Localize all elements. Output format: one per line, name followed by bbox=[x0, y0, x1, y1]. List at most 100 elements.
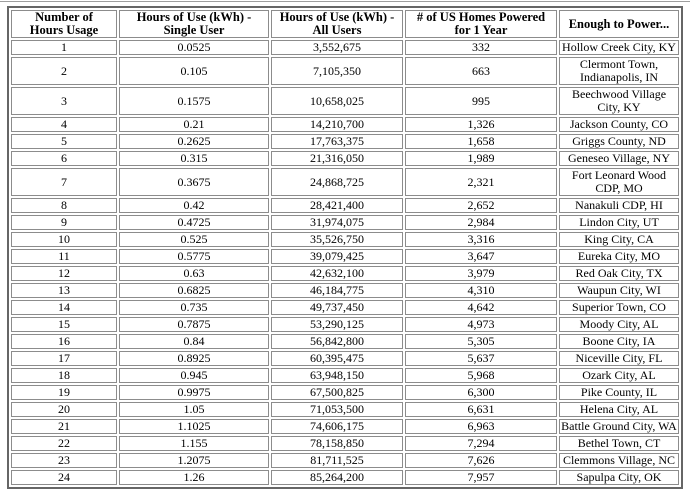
table-cell: 7,294 bbox=[405, 436, 557, 451]
table-row: 10 0.525 35,526,750 3,316 King City, CA bbox=[11, 232, 679, 247]
table-cell: Boone City, IA bbox=[559, 334, 679, 349]
table-cell: 0.21 bbox=[119, 117, 269, 132]
table-row: 9 0.4725 31,974,075 2,984 Lindon City, UT bbox=[11, 215, 679, 230]
table-cell: 1.155 bbox=[119, 436, 269, 451]
table-row: 1 0.0525 3,552,675 332 Hollow Creek City, KY bbox=[11, 40, 679, 55]
table-cell: Niceville City, FL bbox=[559, 351, 679, 366]
table-cell: Hollow Creek City, KY bbox=[559, 40, 679, 55]
table-cell: 332 bbox=[405, 40, 557, 55]
table-cell: 5,637 bbox=[405, 351, 557, 366]
table-cell: 1.1025 bbox=[119, 419, 269, 434]
table-cell: Clemmons Village, NC bbox=[559, 453, 679, 468]
table-cell: 995 bbox=[405, 87, 557, 115]
column-header: Hours of Use (kWh) - Single User bbox=[119, 10, 269, 38]
table-cell: 2 bbox=[11, 57, 117, 85]
table-cell: Fort Leonard Wood CDP, MO bbox=[559, 168, 679, 196]
table-cell: 21,316,050 bbox=[271, 151, 403, 166]
table-cell: 16 bbox=[11, 334, 117, 349]
table-cell: 4,642 bbox=[405, 300, 557, 315]
table-cell: 10,658,025 bbox=[271, 87, 403, 115]
table-cell: 56,842,800 bbox=[271, 334, 403, 349]
table-cell: 81,711,525 bbox=[271, 453, 403, 468]
table-cell: 85,264,200 bbox=[271, 470, 403, 485]
table-cell: Sapulpa City, OK bbox=[559, 470, 679, 485]
table-row: 2 0.105 7,105,350 663 Clermont Town, Indiana… bbox=[11, 57, 679, 85]
table-cell: Beechwood Village City, KY bbox=[559, 87, 679, 115]
table-cell: 3 bbox=[11, 87, 117, 115]
table-cell: 2,321 bbox=[405, 168, 557, 196]
table-cell: 1,989 bbox=[405, 151, 557, 166]
table-cell: King City, CA bbox=[559, 232, 679, 247]
table-row: 16 0.84 56,842,800 5,305 Boone City, IA bbox=[11, 334, 679, 349]
table-row: 7 0.3675 24,868,725 2,321 Fort Leonard Wood … bbox=[11, 168, 679, 196]
table-cell: Lindon City, UT bbox=[559, 215, 679, 230]
table-row: 12 0.63 42,632,100 3,979 Red Oak City, TX bbox=[11, 266, 679, 281]
table-cell: Waupun City, WI bbox=[559, 283, 679, 298]
table-cell: 21 bbox=[11, 419, 117, 434]
table-cell: 0.315 bbox=[119, 151, 269, 166]
table-cell: 17,763,375 bbox=[271, 134, 403, 149]
table-cell: Nanakuli CDP, HI bbox=[559, 198, 679, 213]
table-cell: 11 bbox=[11, 249, 117, 264]
table-cell: 2,652 bbox=[405, 198, 557, 213]
table-cell: 0.0525 bbox=[119, 40, 269, 55]
table-cell: 5,305 bbox=[405, 334, 557, 349]
table-row: 20 1.05 71,053,500 6,631 Helena City, AL bbox=[11, 402, 679, 417]
table-row: 17 0.8925 60,395,475 5,637 Niceville City, F… bbox=[11, 351, 679, 366]
table-cell: Superior Town, CO bbox=[559, 300, 679, 315]
table-cell: Geneseo Village, NY bbox=[559, 151, 679, 166]
table-cell: Ozark City, AL bbox=[559, 368, 679, 383]
table-cell: 24,868,725 bbox=[271, 168, 403, 196]
table-cell: 0.5775 bbox=[119, 249, 269, 264]
table-row: 6 0.315 21,316,050 1,989 Geneseo Village, NY bbox=[11, 151, 679, 166]
table-row: 23 1.2075 81,711,525 7,626 Clemmons Village,… bbox=[11, 453, 679, 468]
table-cell: Griggs County, ND bbox=[559, 134, 679, 149]
table-cell: 1,326 bbox=[405, 117, 557, 132]
table-row: 22 1.155 78,158,850 7,294 Bethel Town, CT bbox=[11, 436, 679, 451]
table-cell: 7,105,350 bbox=[271, 57, 403, 85]
table-cell: 0.42 bbox=[119, 198, 269, 213]
table-cell: Helena City, AL bbox=[559, 402, 679, 417]
table-cell: 4,310 bbox=[405, 283, 557, 298]
table-cell: 0.2625 bbox=[119, 134, 269, 149]
table-cell: 1.26 bbox=[119, 470, 269, 485]
table-cell: Clermont Town, Indianapolis, IN bbox=[559, 57, 679, 85]
table-cell: 7,957 bbox=[405, 470, 557, 485]
table-cell: 78,158,850 bbox=[271, 436, 403, 451]
column-header: Number of Hours Usage bbox=[11, 10, 117, 38]
table-cell: 1 bbox=[11, 40, 117, 55]
table-cell: 23 bbox=[11, 453, 117, 468]
table-cell: 9 bbox=[11, 215, 117, 230]
table-row: 15 0.7875 53,290,125 4,973 Moody City, AL bbox=[11, 317, 679, 332]
table-cell: 28,421,400 bbox=[271, 198, 403, 213]
table-row: 3 0.1575 10,658,025 995 Beechwood Village Ci… bbox=[11, 87, 679, 115]
table-cell: 18 bbox=[11, 368, 117, 383]
table-cell: 10 bbox=[11, 232, 117, 247]
table-cell: 13 bbox=[11, 283, 117, 298]
table-cell: 0.6825 bbox=[119, 283, 269, 298]
table-cell: 0.9975 bbox=[119, 385, 269, 400]
table-cell: 1.05 bbox=[119, 402, 269, 417]
table-cell: Jackson County, CO bbox=[559, 117, 679, 132]
table-row: 18 0.945 63,948,150 5,968 Ozark City, AL bbox=[11, 368, 679, 383]
table-cell: 0.735 bbox=[119, 300, 269, 315]
table-cell: 3,316 bbox=[405, 232, 557, 247]
table-cell: 0.8925 bbox=[119, 351, 269, 366]
table-cell: 20 bbox=[11, 402, 117, 417]
table-cell: 1.2075 bbox=[119, 453, 269, 468]
table-row: 4 0.21 14,210,700 1,326 Jackson County, CO bbox=[11, 117, 679, 132]
table-row: 5 0.2625 17,763,375 1,658 Griggs County, ND bbox=[11, 134, 679, 149]
table-cell: 663 bbox=[405, 57, 557, 85]
table-cell: 12 bbox=[11, 266, 117, 281]
table-cell: 3,647 bbox=[405, 249, 557, 264]
table-cell: 6 bbox=[11, 151, 117, 166]
table-cell: 7 bbox=[11, 168, 117, 196]
table-cell: Eureka City, MO bbox=[559, 249, 679, 264]
table-cell: 0.63 bbox=[119, 266, 269, 281]
table-cell: 14,210,700 bbox=[271, 117, 403, 132]
table-cell: 39,079,425 bbox=[271, 249, 403, 264]
table-cell: 53,290,125 bbox=[271, 317, 403, 332]
table-cell: 60,395,475 bbox=[271, 351, 403, 366]
table-cell: 3,979 bbox=[405, 266, 557, 281]
